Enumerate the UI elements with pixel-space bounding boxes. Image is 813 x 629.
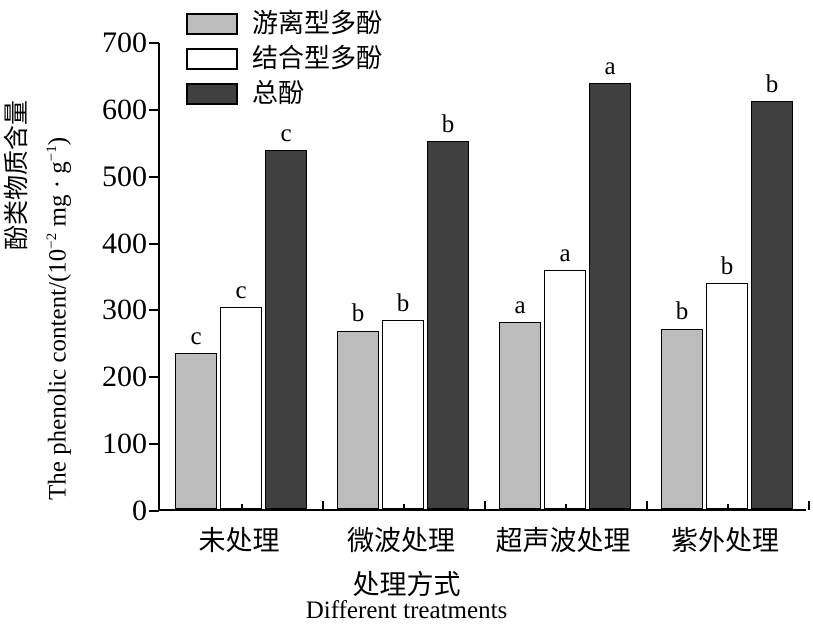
legend-item-label: 结合型多酚	[252, 43, 383, 74]
bar	[499, 321, 541, 509]
x-axis-label-chinese: 处理方式	[352, 570, 461, 601]
y-axis-label-en-suffix: )	[44, 136, 72, 146]
bar	[220, 307, 262, 509]
y-axis-label-chinese: 酚类物质含量	[2, 99, 31, 250]
y-axis-tick	[149, 309, 159, 312]
legend-item-label: 游离型多酚	[252, 8, 383, 39]
x-axis-tick	[808, 501, 810, 510]
legend-swatch-icon	[186, 12, 238, 35]
y-axis-tick-label: 200	[102, 360, 147, 394]
y-axis-tick-label: 600	[102, 92, 147, 126]
x-axis-category-label: 紫外处理	[671, 526, 779, 557]
x-axis-label-english: Different treatments	[305, 597, 508, 624]
x-axis-category-label: 超声波处理	[495, 526, 631, 557]
y-axis-label-en-exponent-1: −2	[44, 232, 60, 249]
x-axis-category-label: 未处理	[198, 526, 280, 557]
bar-significance-label: b	[351, 300, 365, 328]
plot-area: 0 100 200 300 400 500 600 700 c c c b b b a a a b b b	[102, 26, 810, 527]
legend-swatch-icon	[186, 82, 238, 105]
x-axis-minor-tick	[241, 504, 243, 510]
x-axis-tick	[646, 501, 648, 510]
y-axis-tick-label: 300	[102, 293, 147, 327]
bar	[427, 140, 469, 509]
bar	[544, 270, 586, 509]
y-axis-tick	[149, 108, 159, 111]
y-axis-tick	[149, 42, 159, 44]
legend-item: 总酚	[186, 76, 382, 111]
bar-significance-label: c	[190, 323, 202, 351]
y-axis-label-en-prefix: The phenolic content/(10	[44, 248, 72, 500]
y-axis-tick	[149, 175, 159, 178]
bar	[337, 330, 379, 509]
bar-significance-label: b	[720, 253, 734, 281]
bar	[661, 328, 703, 509]
bar-significance-label: b	[765, 70, 779, 98]
y-axis-label-en-middle: mg · g	[44, 161, 72, 233]
bar	[706, 283, 748, 509]
bar-significance-label: b	[396, 290, 410, 318]
bar	[382, 320, 424, 509]
bar	[265, 149, 307, 509]
y-axis-tick-label: 400	[102, 226, 147, 260]
x-axis-category-label: 微波处理	[347, 526, 455, 557]
y-axis-tick	[149, 443, 159, 446]
y-axis-tick-label: 0	[132, 494, 147, 527]
legend-item-label: 总酚	[252, 78, 305, 109]
x-axis-minor-tick	[403, 504, 405, 510]
bar-significance-label: b	[675, 298, 689, 326]
x-axis-tick	[484, 501, 486, 510]
y-axis-tick	[149, 510, 159, 512]
legend-swatch-icon	[186, 47, 238, 70]
bar-significance-label: b	[441, 110, 455, 138]
chart-legend: 游离型多酚结合型多酚总酚	[186, 6, 382, 111]
y-axis-label-en-exponent-2: −1	[44, 145, 60, 162]
x-axis-minor-tick	[727, 504, 729, 510]
legend-item: 结合型多酚	[186, 41, 382, 76]
y-axis-tick	[149, 376, 159, 379]
bar-significance-label: a	[604, 53, 616, 81]
y-axis-tick-label: 100	[102, 427, 147, 461]
bar-significance-label: a	[559, 240, 571, 268]
bar-significance-label: c	[280, 119, 292, 147]
bar	[175, 353, 217, 509]
x-axis-minor-tick	[565, 504, 567, 510]
y-axis-tick-label: 500	[102, 159, 147, 193]
bar-significance-label: c	[235, 277, 247, 305]
y-axis-label-english: The phenolic content/(10−2 mg · g−1)	[44, 40, 72, 500]
x-axis-tick	[322, 501, 324, 510]
legend-item: 游离型多酚	[186, 6, 382, 41]
bar	[751, 100, 793, 509]
bar-significance-label: a	[514, 291, 526, 319]
y-axis-tick-label: 700	[102, 26, 147, 59]
y-axis-tick	[149, 242, 159, 245]
bar	[589, 83, 631, 509]
